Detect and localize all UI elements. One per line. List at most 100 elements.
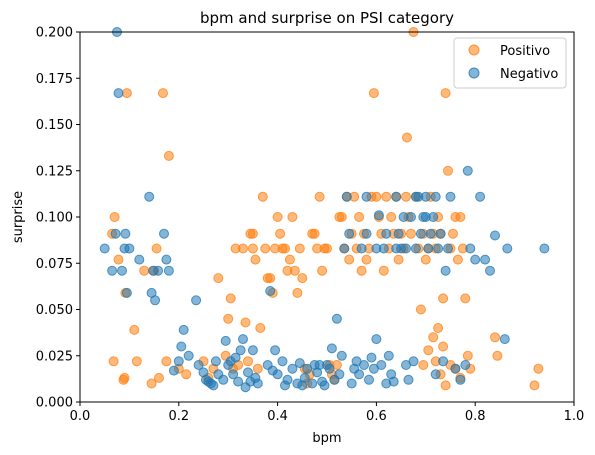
point-negativo-20 xyxy=(173,356,184,367)
point-negativo-10 xyxy=(134,254,145,265)
point-negativo-102 xyxy=(406,212,416,222)
point-positivo-89 xyxy=(381,191,392,202)
legend-box xyxy=(453,37,567,89)
point-positivo-128 xyxy=(533,363,544,374)
y-axis-label: surprise xyxy=(11,191,26,243)
point-positivo-45 xyxy=(272,212,283,222)
point-negativo-38 xyxy=(230,352,241,363)
y-tick-label: 0.175 xyxy=(36,72,73,87)
point-negativo-137 xyxy=(430,191,441,202)
point-positivo-139 xyxy=(418,360,429,370)
legend: Positivo Negativo xyxy=(453,37,567,89)
point-negativo-25 xyxy=(193,360,204,370)
point-negativo-108 xyxy=(420,191,431,202)
point-negativo-4 xyxy=(113,88,124,99)
point-negativo-33 xyxy=(218,374,229,385)
point-negativo-78 xyxy=(346,378,357,389)
point-negativo-60 xyxy=(299,372,310,383)
point-positivo-62 xyxy=(314,191,325,202)
point-positivo-16 xyxy=(161,356,172,367)
point-negativo-52 xyxy=(272,369,283,380)
point-negativo-73 xyxy=(334,369,345,380)
point-negativo-104 xyxy=(410,243,421,254)
point-positivo-91 xyxy=(386,212,397,222)
point-negativo-85 xyxy=(364,374,374,385)
point-negativo-109 xyxy=(423,243,434,254)
point-negativo-51 xyxy=(270,345,281,356)
point-negativo-115 xyxy=(438,356,449,367)
x-tick-label: 0.2 xyxy=(168,409,189,424)
point-positivo-122 xyxy=(460,293,471,304)
point-negativo-8 xyxy=(121,287,132,298)
point-negativo-16 xyxy=(159,228,169,239)
point-negativo-77 xyxy=(344,228,355,239)
point-positivo-136 xyxy=(428,332,439,343)
point-negativo-134 xyxy=(391,243,402,254)
point-negativo-131 xyxy=(539,243,550,254)
point-negativo-126 xyxy=(480,254,491,265)
point-negativo-119 xyxy=(450,363,461,374)
point-positivo-2 xyxy=(109,212,120,222)
legend-label-positivo: Positivo xyxy=(500,44,550,59)
x-tick-label: 0.4 xyxy=(267,409,288,424)
point-negativo-9 xyxy=(124,243,135,254)
point-positivo-11 xyxy=(146,378,157,389)
point-negativo-128 xyxy=(490,230,500,241)
point-negativo-130 xyxy=(502,243,513,254)
point-negativo-124 xyxy=(470,254,481,265)
y-tick-label: 0.125 xyxy=(36,164,73,179)
point-negativo-125 xyxy=(475,191,486,202)
point-positivo-14 xyxy=(154,372,164,383)
point-positivo-71 xyxy=(336,212,347,222)
x-tick-label: 1.0 xyxy=(564,409,585,424)
point-positivo-85 xyxy=(371,191,382,202)
point-positivo-114 xyxy=(440,88,451,99)
point-positivo-104 xyxy=(415,304,426,315)
point-negativo-30 xyxy=(208,380,219,391)
point-negativo-37 xyxy=(228,369,239,380)
y-tick-label: 0.050 xyxy=(36,303,73,318)
point-negativo-7 xyxy=(120,228,131,239)
legend-marker-negativo xyxy=(468,67,480,79)
point-negativo-58 xyxy=(294,358,305,369)
point-positivo-137 xyxy=(433,323,444,333)
point-positivo-65 xyxy=(322,243,332,254)
point-positivo-26 xyxy=(225,293,236,304)
point-negativo-114 xyxy=(435,228,446,239)
point-negativo-93 xyxy=(383,350,394,361)
point-negativo-2 xyxy=(110,228,121,239)
point-negativo-53 xyxy=(277,356,288,367)
point-negativo-139 xyxy=(361,191,372,202)
point-negativo-110 xyxy=(425,228,436,239)
point-negativo-0 xyxy=(99,243,110,254)
point-negativo-86 xyxy=(366,352,377,363)
point-positivo-13 xyxy=(151,243,162,254)
point-negativo-120 xyxy=(455,374,466,385)
y-tick-label: 0.200 xyxy=(36,26,73,41)
point-positivo-17 xyxy=(163,150,174,161)
point-positivo-134 xyxy=(440,380,451,391)
point-negativo-72 xyxy=(331,313,342,324)
point-positivo-74 xyxy=(344,254,355,265)
point-negativo-14 xyxy=(150,295,161,306)
point-negativo-97 xyxy=(393,228,404,239)
point-positivo-25 xyxy=(223,313,234,324)
point-positivo-37 xyxy=(252,363,263,374)
point-positivo-79 xyxy=(356,265,367,276)
point-positivo-50 xyxy=(284,254,295,265)
point-negativo-55 xyxy=(282,374,293,385)
y-tick-label: 0.100 xyxy=(36,211,73,226)
point-positivo-81 xyxy=(361,254,372,265)
point-positivo-32 xyxy=(243,356,253,367)
point-negativo-132 xyxy=(371,243,382,254)
x-tick-label: 0.6 xyxy=(366,409,387,424)
point-positivo-48 xyxy=(280,243,290,254)
point-positivo-19 xyxy=(181,369,192,380)
point-positivo-9 xyxy=(131,356,142,367)
point-positivo-98 xyxy=(402,132,412,143)
point-negativo-75 xyxy=(339,243,350,254)
point-negativo-11 xyxy=(144,191,155,202)
point-negativo-74 xyxy=(336,350,347,361)
point-negativo-116 xyxy=(440,265,451,276)
point-positivo-3 xyxy=(113,254,124,265)
